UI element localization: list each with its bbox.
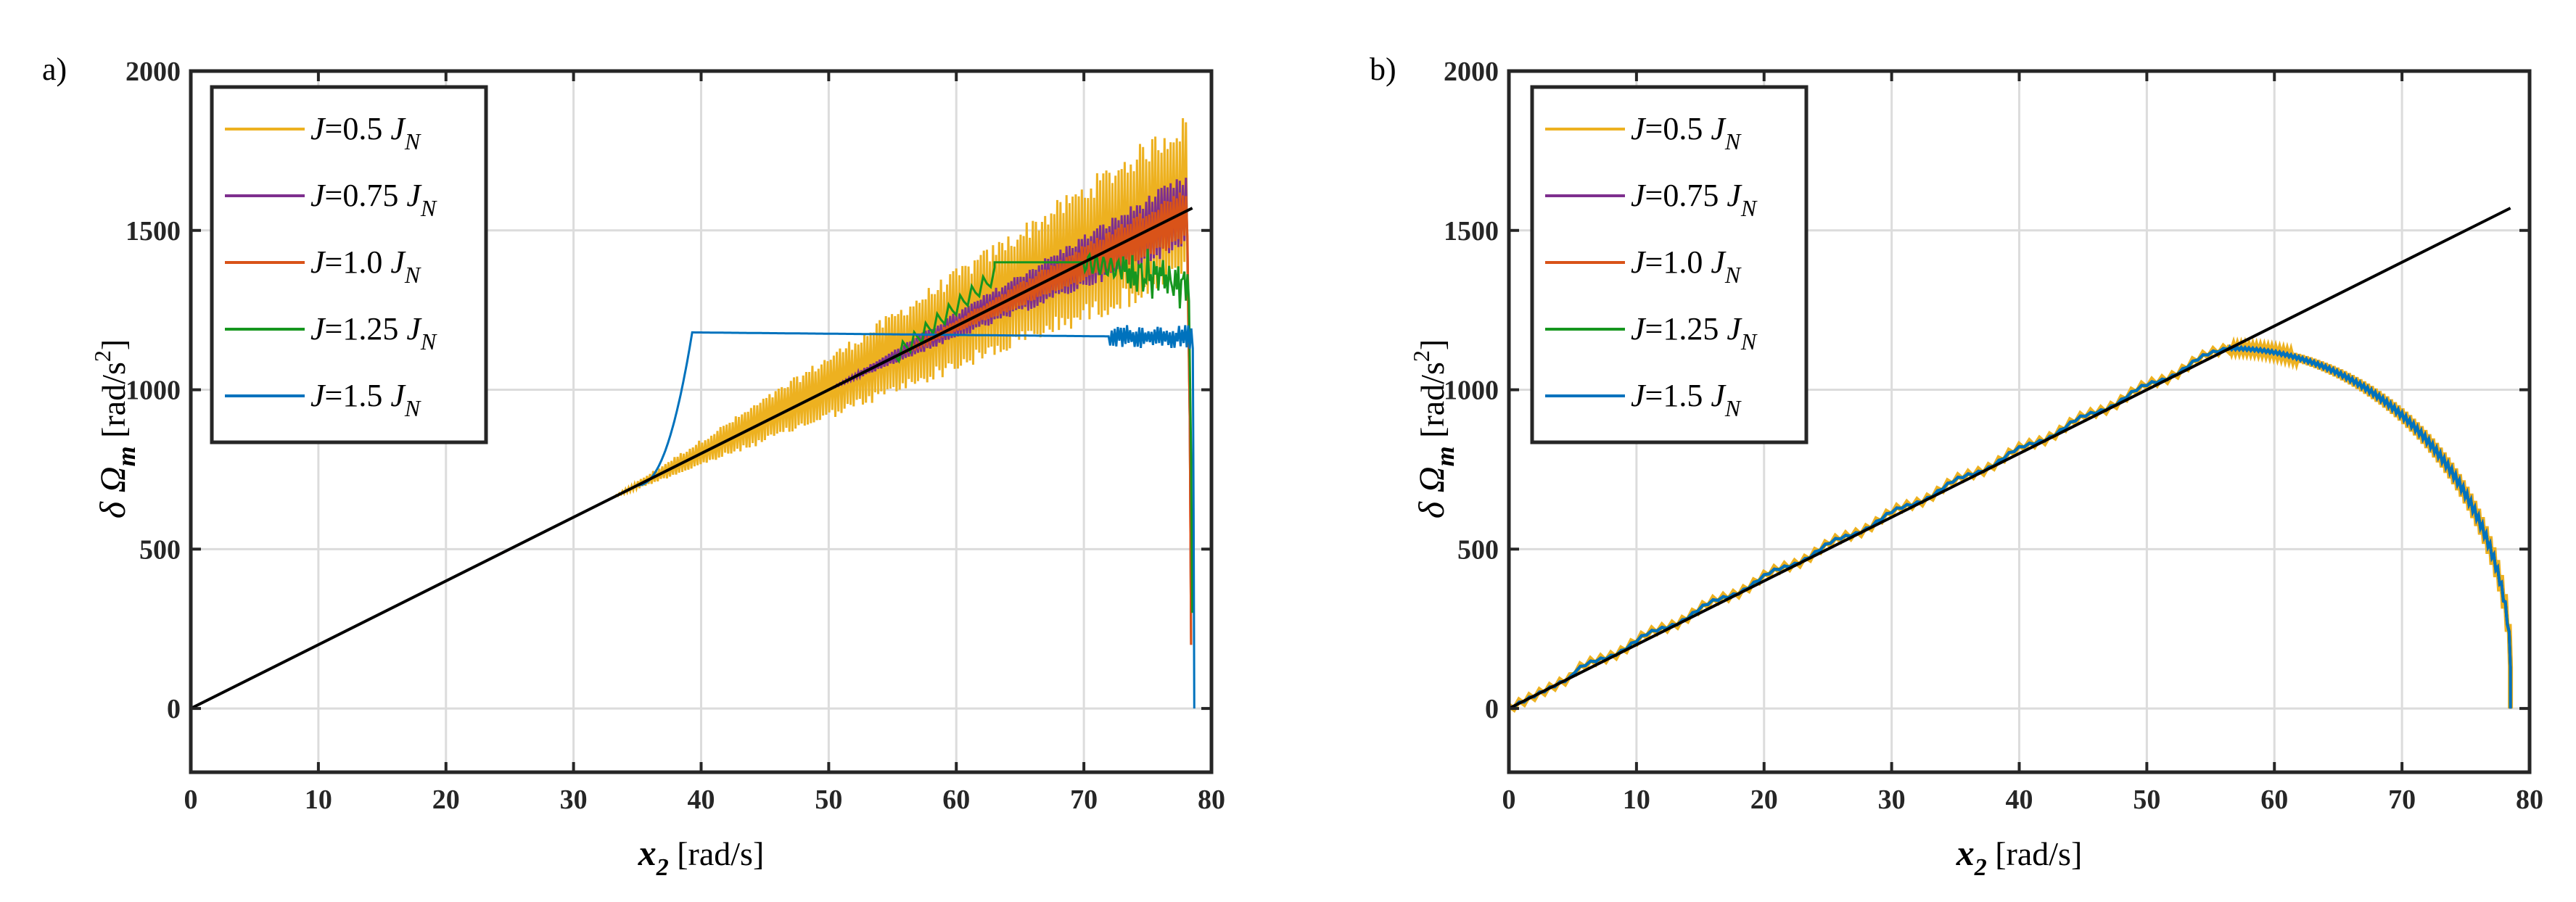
- legend: J=0.5 JN J=0.75 JN J=1.0 JN J=1.25 JN J=1.5 …: [1530, 85, 1808, 444]
- y-tick-label: 0: [167, 694, 181, 724]
- y-tick-label: 500: [1457, 534, 1499, 565]
- legend-entry: J=0.5 JN: [1631, 111, 1742, 154]
- chart-panel-b: 0 10 20 30 40 50 60 70 80 0 500 1000 1500 2000 b) x2 [r…: [1370, 51, 2543, 881]
- x-tick-label: 30: [560, 785, 588, 815]
- x-tick-label: 70: [2388, 785, 2416, 815]
- x-tick-label: 50: [815, 785, 842, 815]
- legend-entry: J=1.0 JN: [310, 244, 421, 288]
- y-tick-label: 1000: [1444, 376, 1499, 406]
- y-tick-label: 2000: [1444, 57, 1499, 87]
- x-tick-label: 10: [1623, 785, 1650, 815]
- x-tick-label: 50: [2133, 785, 2160, 815]
- reference-line: [191, 207, 1193, 710]
- x-tick-label: 80: [1198, 785, 1225, 815]
- x-tick-label: 10: [305, 785, 332, 815]
- x-tick-label: 60: [942, 785, 970, 815]
- y-tick-label: 0: [1485, 694, 1499, 724]
- legend-entry: J=1.5 JN: [1631, 378, 1742, 421]
- x-tick-label: 0: [1502, 785, 1516, 815]
- x-tick-label: 60: [2260, 785, 2288, 815]
- x-tick-label: 30: [1878, 785, 1906, 815]
- x-tick-label: 40: [2006, 785, 2033, 815]
- y-tick-label: 1500: [1444, 216, 1499, 247]
- legend-entry: J=1.5 JN: [310, 378, 421, 421]
- legend-entry: J=0.75 JN: [1631, 178, 1758, 221]
- x-tick-label: 80: [2516, 785, 2543, 815]
- panel-label: a): [42, 51, 67, 87]
- series-line: [1509, 344, 2512, 709]
- y-tick-label: 2000: [125, 57, 181, 87]
- x-tick-label: 20: [432, 785, 460, 815]
- legend: J=0.5 JN J=0.75 JN J=1.0 JN J=1.25 JN J=1.5 …: [210, 85, 488, 444]
- y-axis-label: δ Ωm [rad/s2]: [1408, 339, 1460, 519]
- series-group: [191, 117, 1196, 710]
- legend-box: [1530, 85, 1808, 444]
- chart-panel-a: 0 10 20 30 40 50 60 70 80 0 500 1000 1500 2000 a) x2 [r…: [42, 51, 1225, 881]
- x-axis-label: x2 [rad/s]: [638, 832, 765, 881]
- y-tick-label: 500: [139, 534, 181, 565]
- legend-entry: J=1.25 JN: [1631, 311, 1758, 355]
- legend-entry: J=1.0 JN: [1631, 244, 1742, 288]
- legend-box: [210, 85, 488, 444]
- panel-label: b): [1370, 51, 1396, 87]
- x-tick-label: 70: [1070, 785, 1098, 815]
- reference-line: [1509, 207, 2511, 710]
- x-tick-label: 20: [1750, 785, 1778, 815]
- y-tick-label: 1000: [125, 376, 181, 406]
- series-group: [1509, 207, 2514, 713]
- x-axis-label: x2 [rad/s]: [1956, 832, 2083, 881]
- legend-entry: J=0.5 JN: [310, 111, 421, 154]
- legend-entry: J=0.75 JN: [310, 178, 437, 221]
- y-axis-label: δ Ωm [rad/s2]: [89, 339, 141, 519]
- x-tick-label: 0: [184, 785, 198, 815]
- y-tick-label: 1500: [125, 216, 181, 247]
- legend-entry: J=1.25 JN: [310, 311, 437, 355]
- x-tick-label: 40: [688, 785, 715, 815]
